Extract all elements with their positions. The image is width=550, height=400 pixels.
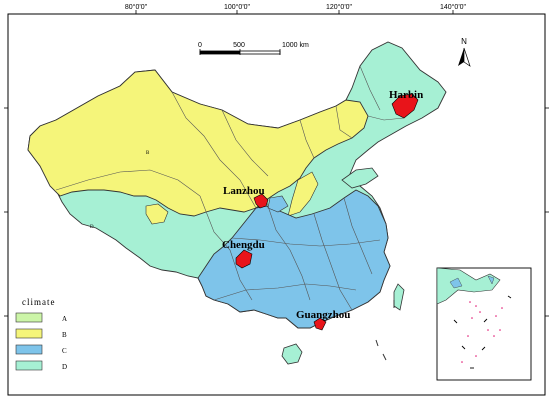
shandong-peninsula	[341, 167, 379, 189]
legend-swatch-b	[15, 328, 43, 339]
graticule-sides	[4, 107, 549, 317]
north-arrow-label: N	[461, 37, 467, 46]
city-lanzhou-area	[253, 193, 269, 209]
city-label-guangzhou: Guangzhou	[296, 309, 350, 321]
lon-label-100: 100°0'0"	[224, 3, 251, 11]
scale-label-500: 500	[233, 42, 245, 49]
lon-label-140: 140°0'0"	[440, 3, 467, 11]
legend-swatch-d	[15, 360, 43, 371]
sea-boundary-dashes	[375, 300, 395, 361]
legend-swatch-c	[15, 344, 43, 355]
legend-label-a: A	[62, 315, 67, 323]
legend: climate A B C D	[15, 297, 67, 371]
city-label-harbin: Harbin	[389, 89, 423, 101]
legend-label-b: B	[62, 331, 67, 339]
lon-label-80: 80°0'0"	[125, 3, 148, 11]
legend-swatch-a	[15, 312, 43, 323]
city-label-chengdu: Chengdu	[222, 239, 265, 251]
legend-label-d: D	[62, 363, 67, 371]
zone-b-patch	[287, 171, 319, 217]
taiwan-island	[393, 283, 405, 311]
zone-b-patch	[145, 203, 169, 225]
scale-label-1000: 1000 km	[282, 42, 309, 49]
zone-letter-west: B	[146, 151, 150, 156]
legend-label-c: C	[62, 347, 67, 355]
legend-title: climate	[22, 297, 56, 307]
city-harbin-area	[391, 93, 419, 119]
city-label-lanzhou: Lanzhou	[223, 185, 265, 197]
province-boundaries	[55, 65, 405, 311]
north-arrow-icon: N	[458, 37, 471, 67]
lon-label-120: 120°0'0"	[326, 3, 353, 11]
scale-bar: 0 500 1000 km	[198, 42, 309, 55]
city-chengdu-area	[235, 249, 253, 269]
zone-letter-tibet: D	[90, 225, 94, 230]
south-sea-inset	[436, 267, 532, 381]
city-guangzhou-area	[313, 317, 327, 331]
hainan-island	[281, 343, 303, 365]
scale-label-0: 0	[198, 42, 202, 49]
graticule-top: 80°0'0" 100°0'0" 120°0'0" 140°0'0"	[125, 3, 467, 14]
